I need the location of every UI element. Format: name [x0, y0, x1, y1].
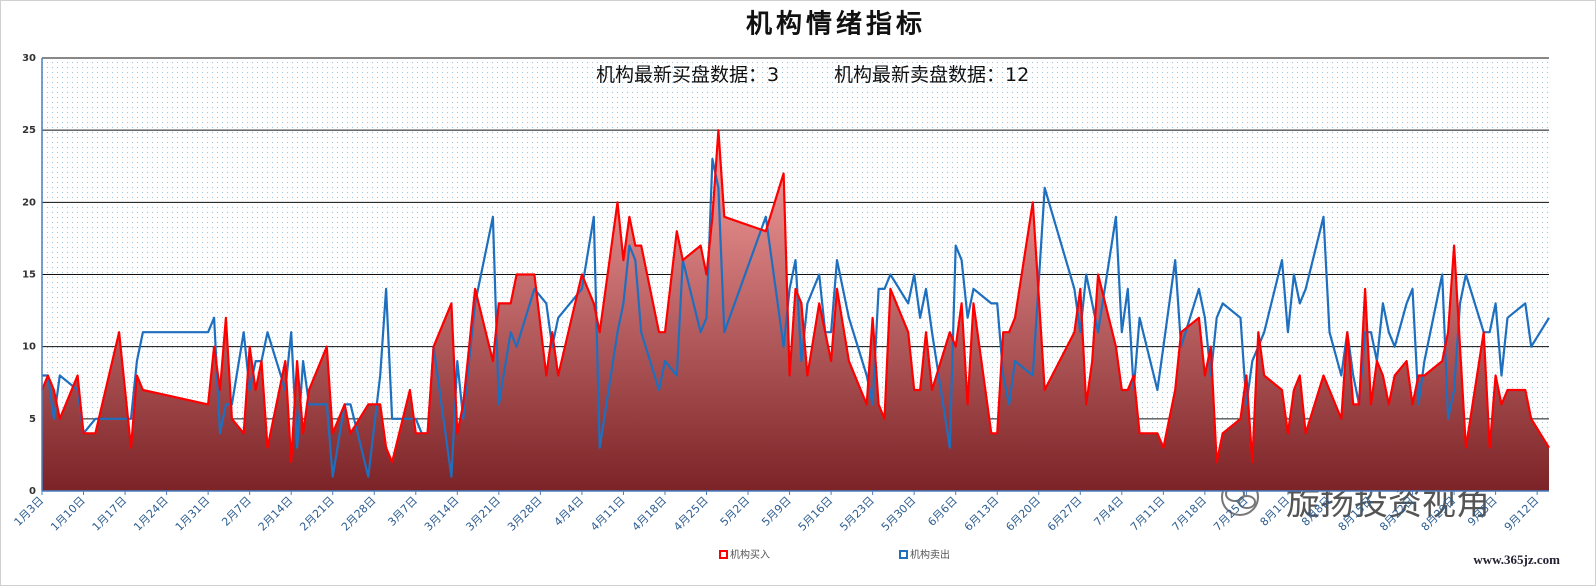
y-tick-label: 5	[29, 414, 36, 425]
y-tick-label: 25	[22, 125, 36, 136]
legend-item: 机构卖出	[899, 548, 950, 561]
legend-swatch	[899, 550, 908, 559]
annotation: 机构最新卖盘数据：12	[834, 64, 1029, 86]
legend-swatch	[719, 550, 728, 559]
y-tick-label: 30	[22, 53, 36, 64]
legend-item: 机构买入	[719, 548, 770, 561]
chart-title: 机构情绪指标	[746, 9, 926, 40]
y-tick-label: 0	[29, 486, 36, 497]
area	[42, 130, 1549, 491]
y-tick-label: 10	[22, 342, 36, 353]
legend-label: 机构买入	[730, 548, 770, 561]
y-tick-label: 20	[22, 197, 36, 208]
legend-label: 机构卖出	[910, 548, 950, 561]
series-line	[40, 129, 1550, 464]
y-tick-label: 15	[22, 270, 36, 281]
source: www.365jz.com	[1473, 552, 1560, 567]
annotations: 机构最新买盘数据：3 机构最新卖盘数据：12	[596, 64, 1029, 86]
series-line	[42, 157, 1550, 478]
annotation: 机构最新买盘数据：3	[596, 64, 779, 86]
